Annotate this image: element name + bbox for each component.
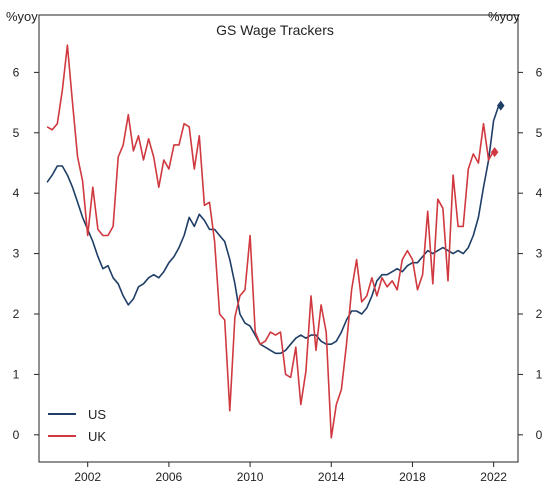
y-tick-label-left: 6 — [13, 65, 20, 79]
y-tick-label-right: 3 — [536, 247, 543, 261]
series-line-us — [46, 105, 500, 355]
x-tick-label: 2022 — [480, 470, 507, 484]
y-tick-label-right: 0 — [536, 428, 543, 442]
x-tick-label: 2014 — [318, 470, 345, 484]
latest-marker-us — [496, 100, 505, 111]
y-tick-label-right: 2 — [536, 307, 543, 321]
y-tick-label-left: 2 — [13, 307, 20, 321]
latest-marker-uk — [490, 147, 499, 158]
chart-title: GS Wage Trackers — [216, 22, 334, 38]
legend-label-uk: UK — [88, 429, 106, 444]
y-tick-label-left: 1 — [13, 367, 20, 381]
x-tick-label: 2018 — [399, 470, 426, 484]
x-tick-label: 2006 — [156, 470, 183, 484]
y-tick-label-right: 1 — [536, 367, 543, 381]
y-tick-label-left: 4 — [13, 186, 20, 200]
axis-ticks: 0 0 1 1 2 2 3 3 4 4 5 5 6 6 2002 2006 2010 2014 2018 2022 — [13, 65, 543, 484]
x-tick-label: 2010 — [237, 470, 264, 484]
y-tick-label-left: 3 — [13, 247, 20, 261]
series-line-uk — [46, 44, 495, 439]
legend-item-us: US — [48, 407, 106, 422]
plot-border — [38, 14, 519, 463]
y-axis-unit-right: %yoy — [488, 9, 520, 24]
y-axis-unit-left: %yoy — [6, 9, 38, 24]
x-tick-label: 2002 — [74, 470, 101, 484]
plot-frame — [38, 14, 519, 463]
legend-label-us: US — [88, 407, 106, 422]
legend-item-uk: UK — [48, 429, 106, 444]
legend: US UK — [48, 407, 106, 444]
y-tick-label-right: 4 — [536, 186, 543, 200]
y-tick-label-left: 5 — [13, 126, 20, 140]
series-lines — [46, 44, 505, 439]
y-tick-label-right: 6 — [536, 65, 543, 79]
y-tick-label-right: 5 — [536, 126, 543, 140]
y-tick-label-left: 0 — [13, 428, 20, 442]
